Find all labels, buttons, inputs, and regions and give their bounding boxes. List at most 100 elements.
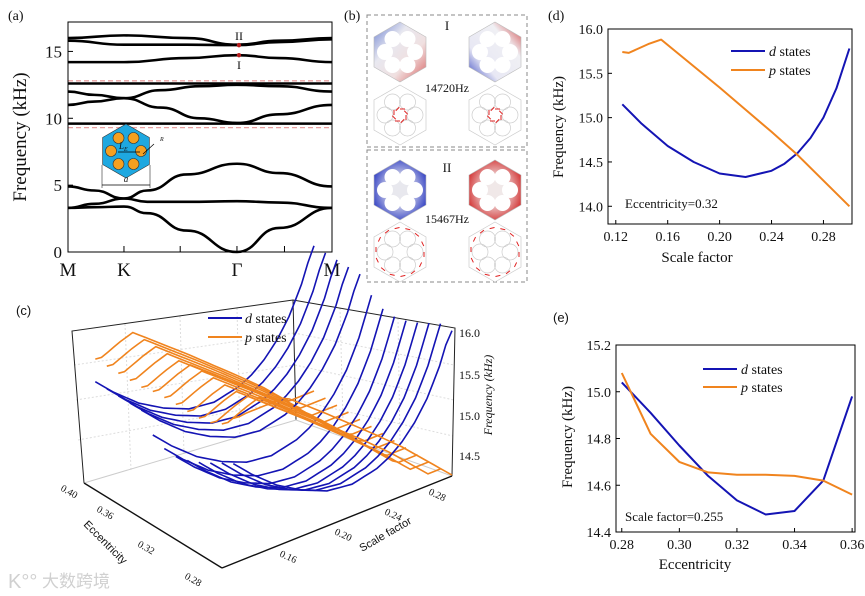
e-series-d-states [621, 381, 854, 516]
inset-lattice-label: a [124, 174, 129, 184]
hole-circle [479, 194, 496, 211]
mode-II-field-left [373, 159, 427, 221]
panel-d-scale-factor-plot: (d) 14.0 14.5 15.0 15.5 16.0 0.12 0.16 0.20 0.24… [548, 9, 853, 266]
hole-outline [501, 243, 519, 261]
hole-circle [384, 194, 401, 211]
displacement-arrow [375, 257, 379, 263]
displacement-hexagon [468, 84, 522, 146]
panel-label-e: (e) [553, 310, 569, 325]
displacement-arrow [414, 232, 420, 237]
band-curve [67, 53, 333, 64]
c-curve-d-states [94, 245, 315, 410]
c-curve-d-states [117, 259, 338, 424]
hole-outline [399, 230, 416, 248]
displacement-arrow [384, 229, 390, 234]
e-annotation: Scale factor=0.255 [625, 509, 723, 524]
panel-label-b: (b) [344, 9, 361, 24]
displacement-arrow [410, 270, 416, 275]
displacement-arrow [505, 270, 511, 275]
mode-point-label: I [237, 58, 241, 72]
d-y-tick-label: 15.0 [579, 112, 604, 127]
hole-circle [494, 56, 511, 73]
displacement-hexagon [373, 221, 427, 283]
hole-circle [399, 56, 416, 73]
mode-point-II [236, 42, 242, 48]
panel-label-a: (a) [8, 9, 24, 24]
hole-outline [479, 119, 496, 137]
c-z-tick: 15.5 [459, 368, 480, 382]
c-z-axis-label: Frequency (kHz) [481, 355, 495, 437]
a-y-tick-label: 0 [54, 243, 63, 262]
displacement-hexagon [373, 84, 427, 146]
displacement-arrow [400, 274, 406, 277]
radius-arrow [142, 143, 155, 155]
hole-outline [384, 256, 401, 274]
inset-radius-label: R [159, 137, 164, 143]
hole-outline [494, 93, 511, 111]
mode-II-frame [366, 149, 528, 283]
c-curve-p-states [210, 395, 430, 471]
hole-outline [471, 106, 489, 124]
band-curve [67, 96, 333, 125]
d-legend-label: p states [768, 64, 811, 79]
watermark-logo: K°° 大数跨境 [8, 571, 110, 593]
panel-e-eccentricity-plot: (e) 14.4 14.6 14.8 15.0 15.2 0.28 0.30 0.32 0.34… [553, 310, 864, 573]
c-curve-d-states [232, 330, 453, 492]
displacement-arrow [391, 115, 397, 120]
hole-outline [376, 106, 394, 124]
hole-circle [502, 182, 518, 198]
scatterer-circle [127, 158, 140, 170]
displacement-arrow [394, 227, 400, 230]
a-y-axis-label: Frequency (kHz) [10, 72, 31, 201]
displacement-arrow [509, 232, 515, 237]
unit-cell-inset: LE Ra [101, 123, 164, 188]
hole-outline [501, 106, 519, 124]
mode-I-displacement-right [468, 84, 522, 146]
a-x-tick-label: Γ [231, 260, 242, 281]
e-series-p-states [620, 372, 853, 496]
c-y-tick: 0.28 [427, 487, 448, 504]
hole-circle [479, 169, 496, 186]
c-curve-p-states [221, 396, 441, 475]
e-y-tick-label: 15.2 [587, 339, 612, 354]
a-x-tick-label: K [117, 260, 131, 281]
hole-circle [494, 31, 511, 48]
c-z-ticks: 14.5 15.0 15.5 16.0 [459, 326, 480, 463]
hole-circle [399, 194, 416, 211]
scatterer-circle [112, 158, 125, 170]
hole-circle [407, 182, 423, 198]
d-x-tick-label: 0.16 [655, 230, 680, 245]
mode-I-label: I [445, 18, 449, 33]
a-y-tick-label: 10 [45, 109, 62, 128]
mode-II-displacement-left [373, 221, 427, 283]
c-z-tick: 15.0 [459, 409, 480, 423]
c-curves [94, 245, 453, 492]
e-y-axis-label: Frequency (kHz) [560, 386, 576, 488]
displacement-arrow [490, 106, 495, 112]
scatterer-circle [112, 132, 125, 144]
watermark-icon: K°° [8, 571, 37, 593]
c-curve-d-states [106, 252, 327, 417]
hole-outline [399, 93, 416, 111]
c-y-tick: 0.20 [333, 527, 354, 544]
e-x-tick-label: 0.32 [725, 538, 750, 553]
d-x-tick-label: 0.12 [604, 230, 629, 245]
c-floor-axes [83, 475, 453, 569]
band-curve [67, 162, 333, 210]
displacement-arrow [400, 118, 405, 124]
panel-c-3d-plot: (c) d states p states 14.5 15.0 15.5 [8, 245, 495, 593]
hole-circle [502, 44, 518, 60]
e-legend-label: p states [740, 381, 783, 396]
e-y-tick-label: 14.6 [587, 479, 612, 494]
mode-II-frequency: 15467Hz [425, 212, 469, 226]
mode-I-field-left [373, 21, 427, 83]
displacement-arrow [500, 228, 506, 231]
hole-circle [407, 44, 423, 60]
panel-label-d: (d) [548, 9, 565, 24]
hole-circle [384, 31, 401, 48]
band-curve [67, 34, 333, 47]
d-x-tick-label: 0.24 [759, 230, 784, 245]
